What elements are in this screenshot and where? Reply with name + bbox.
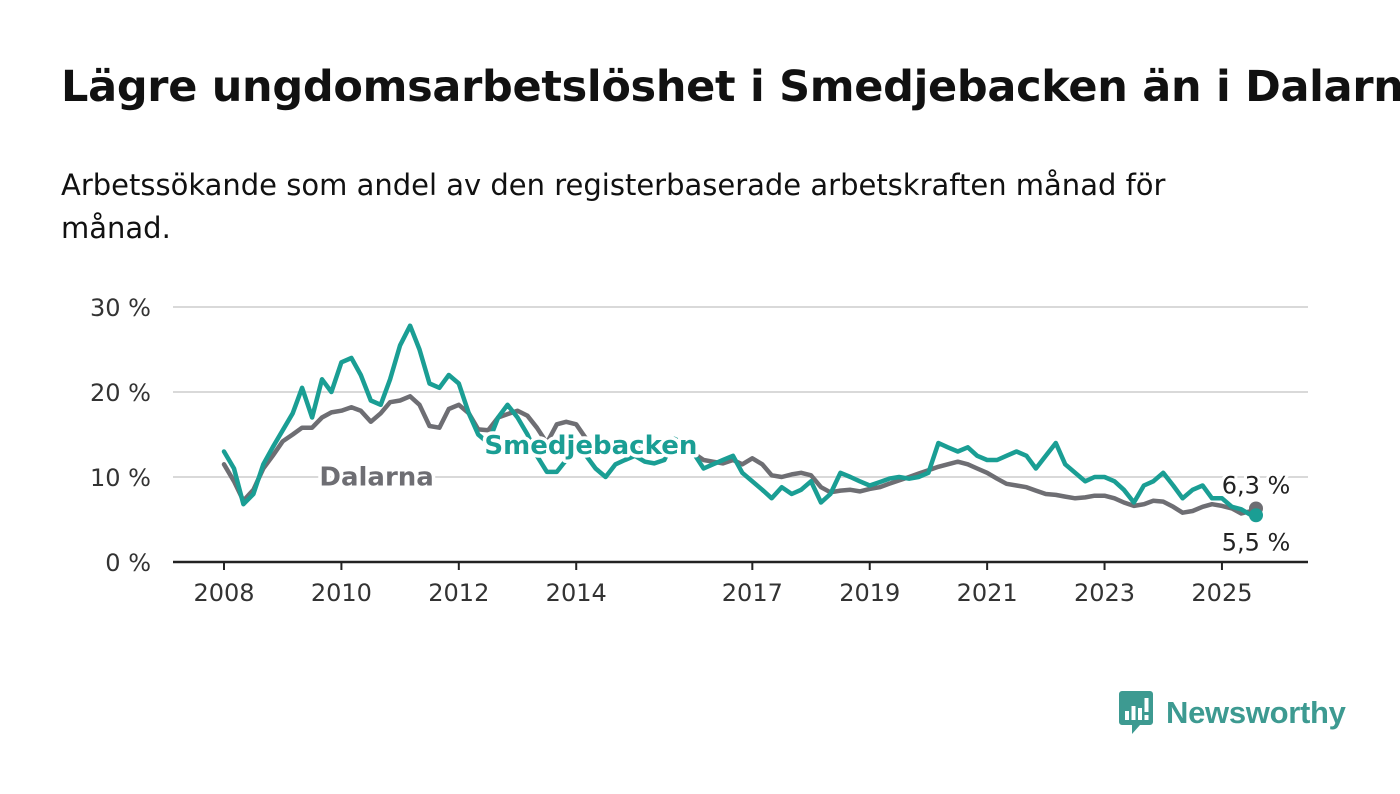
series-labels: Dalarna Smedjebacken 6,3 % 5,5 % — [316, 428, 1293, 560]
x-tick-label: 2023 — [1074, 579, 1135, 607]
x-tick-label: 2008 — [193, 579, 254, 607]
brand-logo: Newsworthy — [1118, 688, 1346, 736]
x-tick-label: 2014 — [546, 579, 607, 607]
y-tick-label: 20 % — [90, 379, 151, 407]
y-tick-label: 30 % — [90, 294, 151, 322]
x-tick-label: 2010 — [311, 579, 372, 607]
end-value-label: 6,3 % — [1222, 471, 1291, 499]
y-axis: 0 % 10 % 20 % 30 % — [90, 294, 151, 577]
x-tick-label: 2025 — [1191, 579, 1252, 607]
x-tick-label: 2012 — [428, 579, 489, 607]
y-tick-label: 0 % — [105, 549, 151, 577]
x-axis: 2008 2010 2012 2014 2017 2019 2021 2023 2025 — [173, 560, 1308, 607]
series-label: Smedjebacken — [484, 431, 697, 461]
end-value-label: 5,5 % — [1222, 528, 1291, 556]
grid-lines — [173, 306, 1308, 478]
series-line — [221, 394, 1259, 516]
x-tick-label: 2019 — [839, 579, 900, 607]
chart-subtitle: Arbetssökande som andel av den registerb… — [61, 168, 1166, 245]
x-tick-label: 2021 — [957, 579, 1018, 607]
y-tick-label: 10 % — [90, 464, 151, 492]
brand-name: Newsworthy — [1166, 694, 1346, 730]
chart-title: Lägre ungdomsarbetslöshet i Smedjebacken… — [61, 62, 1400, 112]
series-label: Dalarna — [319, 463, 433, 493]
series-lines — [221, 323, 1263, 523]
series-end-point — [1249, 508, 1263, 523]
x-tick-label: 2017 — [722, 579, 783, 607]
newsworthy-logo-icon — [1119, 691, 1153, 734]
series-line — [221, 323, 1259, 518]
